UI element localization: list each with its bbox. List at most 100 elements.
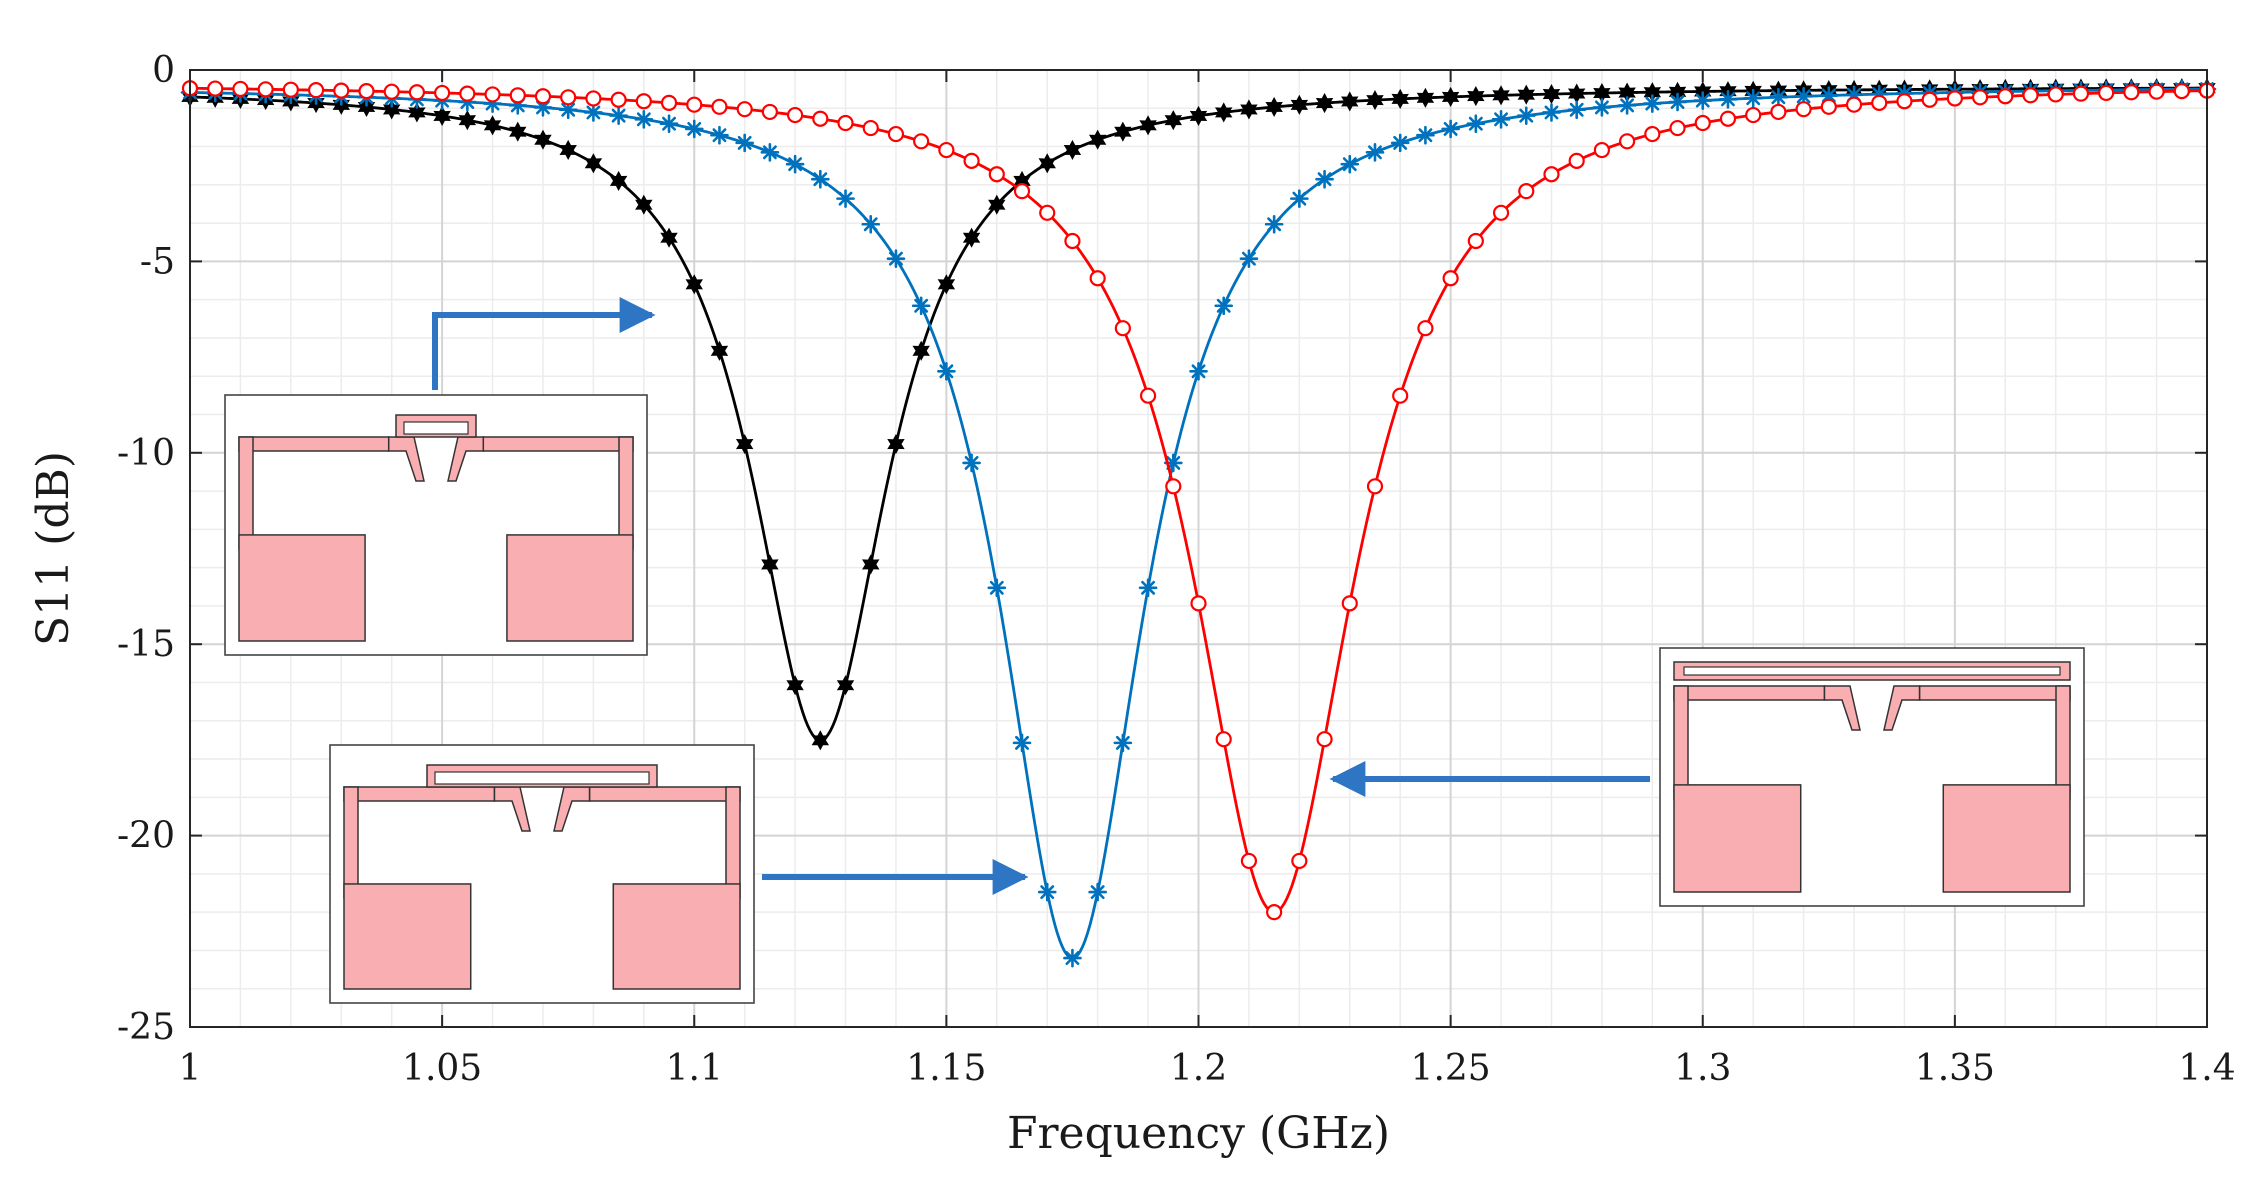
x-axis-title: Frequency (GHz) (1007, 1108, 1390, 1159)
hexagram-marker (1492, 85, 1510, 106)
circle-marker (1871, 94, 1888, 111)
hexagram-marker (1391, 88, 1409, 109)
circle-marker (1795, 101, 1812, 118)
hexagram-marker (1189, 105, 1208, 126)
insets-group (224, 297, 2085, 1004)
hexagram-marker (458, 110, 477, 131)
asterisk-marker (785, 154, 805, 174)
top-strip-gap (1683, 666, 2061, 676)
hexagram-marker (1114, 121, 1132, 142)
antenna-patch (1673, 784, 1802, 893)
asterisk-marker (1416, 125, 1435, 145)
antenna-patch (1942, 784, 2071, 893)
circle-marker (282, 81, 299, 98)
circle-marker (736, 101, 753, 118)
circle-marker (1089, 270, 1106, 287)
hexagram-marker (559, 139, 577, 161)
feed-taper-left (1823, 685, 1861, 731)
asterisk-marker (1592, 98, 1612, 117)
circle-marker (610, 91, 627, 108)
asterisk-marker (634, 110, 654, 129)
asterisk-marker (1693, 91, 1713, 110)
circle-marker (2022, 87, 2039, 104)
antenna-patch (238, 436, 390, 452)
asterisk-marker (811, 169, 830, 189)
asterisk-marker (1567, 100, 1586, 120)
hexagram-marker (1467, 86, 1485, 107)
x-tick-label: 1.4 (2178, 1048, 2235, 1089)
hexagram-marker (735, 434, 754, 455)
circle-marker (1694, 114, 1711, 132)
circle-marker (1971, 89, 1989, 106)
circle-marker (1568, 152, 1585, 169)
feed-taper-right (1883, 685, 1921, 731)
asterisk-marker (1516, 106, 1536, 125)
circle-marker (232, 80, 249, 98)
hexagram-marker (408, 102, 426, 123)
circle-marker (1013, 183, 1031, 200)
y-tick-label: -25 (117, 1007, 175, 1048)
hexagram-marker (1517, 84, 1535, 105)
circle-marker (635, 93, 652, 110)
antenna-patch (1918, 685, 2071, 701)
circle-marker (1593, 141, 1611, 159)
asterisk-marker (1769, 87, 1788, 107)
antenna-patch (343, 786, 359, 899)
x-tick-label: 1.1 (666, 1048, 723, 1089)
asterisk-marker (584, 103, 603, 122)
hexagram-marker (433, 105, 451, 126)
hexagram-marker (1240, 99, 1258, 120)
circle-marker (484, 86, 501, 103)
circle-marker (812, 110, 829, 127)
circle-marker (1845, 96, 1863, 113)
circle-marker (963, 152, 980, 169)
circle-marker (1745, 106, 1762, 124)
circle-marker (358, 83, 375, 100)
circle-marker (711, 98, 728, 115)
y-tick-label: -20 (117, 816, 175, 857)
circle-marker (1215, 731, 1232, 748)
circle-marker (1946, 90, 1963, 107)
asterisk-marker (1743, 88, 1763, 108)
circle-marker (585, 90, 602, 107)
circle-marker (1039, 204, 1056, 221)
asterisk-marker (1037, 882, 1057, 902)
antenna-patch (1673, 685, 1689, 801)
circle-marker (2072, 85, 2090, 102)
hexagram-marker (1315, 92, 1334, 114)
asterisk-marker (1063, 948, 1082, 968)
asterisk-marker (659, 114, 679, 134)
antenna-patch (343, 786, 496, 802)
circle-marker (2123, 84, 2140, 101)
circle-marker (1543, 166, 1560, 183)
asterisk-marker (836, 189, 855, 208)
inset-design-1 (224, 394, 648, 656)
asterisk-marker (1113, 733, 1133, 753)
circle-marker (2047, 86, 2064, 103)
inset-design-2 (329, 744, 755, 1004)
antenna-patch (482, 436, 634, 452)
hexagram-marker (357, 96, 376, 118)
asterisk-marker (1718, 90, 1738, 109)
circle-marker (1921, 91, 1938, 108)
hexagram-marker (862, 554, 880, 575)
hexagram-marker (1416, 87, 1435, 108)
hexagram-marker (1164, 110, 1182, 131)
asterisk-marker (684, 119, 704, 139)
hexagram-marker (1441, 86, 1460, 107)
asterisk-marker (1617, 96, 1637, 115)
circle-marker (1518, 183, 1535, 200)
hexagram-marker (635, 194, 653, 215)
hexagram-marker (534, 129, 552, 150)
hexagram-marker (1038, 153, 1056, 174)
circle-marker (1467, 232, 1484, 250)
hexagram-marker (584, 153, 603, 174)
circle-marker (913, 133, 930, 150)
asterisk-marker (1214, 296, 1234, 316)
asterisk-marker (861, 214, 881, 234)
asterisk-marker (1189, 362, 1208, 381)
circle-marker (383, 83, 400, 100)
circle-marker (660, 94, 678, 111)
hexagram-marker (912, 340, 930, 361)
antenna-patch (1673, 685, 1826, 701)
